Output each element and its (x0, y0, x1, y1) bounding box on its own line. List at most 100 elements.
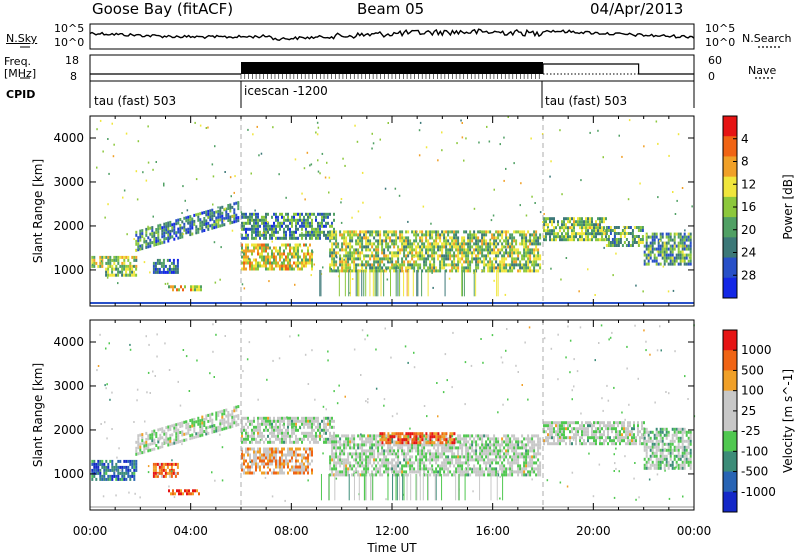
y-axis-label: Slant Range [km] (31, 159, 45, 263)
cpid-label: CPID (6, 88, 36, 101)
x-tick-label: 04:00 (173, 524, 208, 538)
colorbar-swatch (723, 176, 737, 198)
echo-region (241, 416, 335, 444)
colorbar-swatch (723, 451, 737, 473)
colorbar-tick-label: 4 (741, 132, 749, 146)
colorbar-tick-label: 100 (741, 384, 764, 398)
echo-region (543, 217, 607, 242)
colorbar-tick-label: -100 (741, 444, 768, 458)
date-title: 04/Apr/2013 (590, 0, 684, 18)
nave-tick-top: 60 (708, 54, 722, 67)
freq-tick-bottom: 8 (70, 70, 77, 83)
y-tick-label: 4000 (53, 335, 84, 349)
nsky-tick-top: 10^5 (54, 22, 85, 35)
colorbar-tick-label: 16 (741, 200, 756, 214)
echo-region (91, 459, 138, 481)
velocity-panel (89, 319, 696, 511)
y-tick-label: 3000 (53, 379, 84, 393)
colorbar-tick-label: 28 (741, 268, 756, 282)
colorbar-tick-label: 24 (741, 246, 756, 260)
colorbar-swatch (723, 156, 737, 178)
freq-trace (90, 62, 694, 79)
colorbar-swatch (723, 370, 737, 392)
axes-ticks: 1000 2000 3000 4000 Slant Range [km] 1000 2000… (31, 116, 711, 554)
echo-region (605, 226, 644, 247)
nsky-label: N.Sky (6, 32, 38, 45)
echo-region (168, 285, 202, 292)
colorbar-tick-label: 1000 (741, 343, 772, 357)
colorbar-swatch (723, 431, 737, 452)
echo-region (241, 447, 313, 475)
x-tick-label: 00:00 (73, 524, 108, 538)
colorbar-swatch (723, 350, 737, 371)
colorbar-tick-label: 8 (741, 155, 749, 169)
colorbar-tick-label: 12 (741, 177, 756, 191)
echo-region (168, 489, 200, 496)
colorbar-swatch (723, 410, 737, 432)
colorbar-swatch (723, 237, 737, 259)
noise-panel-frame (89, 23, 695, 50)
colorbar-swatch (723, 471, 737, 493)
echo-region (643, 427, 692, 470)
nsearch-tick-bottom: 10^0 (705, 36, 736, 49)
y-tick-label: 1000 (53, 263, 84, 277)
noise-trace (89, 28, 695, 42)
freq-panel-frame (89, 54, 695, 82)
echo-region (91, 255, 138, 268)
nsearch-tick-top: 10^5 (705, 22, 736, 35)
power-colorbar: 4 8 12 16 20 24 28 Power [dB] (722, 115, 795, 299)
colorbar-tick-label: 20 (741, 223, 756, 237)
echo-region (105, 267, 138, 277)
x-axis-label: Time UT (366, 541, 417, 554)
colorbar-swatch (723, 330, 737, 351)
x-tick-label: 20:00 (576, 524, 611, 538)
beam-title: Beam 05 (357, 0, 425, 18)
colorbar-tick-label: 25 (741, 404, 756, 418)
y-tick-label: 1000 (53, 467, 84, 481)
power-panel (89, 115, 695, 307)
cpid-segment-label: tau (fast) 503 (94, 94, 177, 108)
echo-region (241, 212, 335, 240)
colorbar-label: Velocity [m s^-1] (781, 369, 795, 473)
colorbar-swatch (723, 257, 737, 279)
x-tick-label: 12:00 (375, 524, 410, 538)
nsearch-label: N.Search (742, 32, 792, 45)
nave-tick-bottom: 0 (708, 70, 715, 83)
colorbar-swatch (723, 196, 737, 218)
x-tick-label: 00:00 (677, 524, 712, 538)
colorbar-swatch (723, 217, 737, 238)
freq-tick-top: 18 (65, 54, 79, 67)
colorbar-tick-label: 500 (741, 363, 764, 377)
colorbar-tick-label: -1000 (741, 485, 776, 499)
y-axis-label: Slant Range [km] (31, 363, 45, 467)
cpid-segment-label: icescan -1200 (244, 84, 328, 98)
nave-label: Nave (748, 64, 777, 77)
y-tick-label: 2000 (53, 423, 84, 437)
echo-region (241, 243, 313, 271)
echo-region (543, 421, 645, 446)
station-title: Goose Bay (fitACF) (92, 0, 234, 18)
y-tick-label: 4000 (53, 131, 84, 145)
y-tick-label: 3000 (53, 175, 84, 189)
colorbar-swatch (723, 136, 737, 157)
cpid-segment-label: tau (fast) 503 (545, 94, 628, 108)
freq-unit-label: [MHz] (4, 67, 37, 80)
colorbar-tick-label: -25 (741, 424, 761, 438)
nsky-tick-bottom: 10^0 (54, 36, 85, 49)
freq-label: Freq. (4, 55, 32, 68)
colorbar-swatch (723, 491, 737, 513)
colorbar-swatch (723, 116, 737, 137)
echo-region (152, 258, 179, 274)
echo-region (329, 434, 542, 477)
echo-region (643, 232, 692, 266)
x-tick-label: 16:00 (475, 524, 510, 538)
echo-region (135, 405, 240, 456)
echo-region (152, 462, 179, 478)
velocity-colorbar: 1000 500 100 25 -25 -100 -500 -1000 Velocity [m … (722, 329, 795, 513)
colorbar-label: Power [dB] (781, 174, 795, 239)
x-tick-label: 08:00 (274, 524, 309, 538)
colorbar-tick-label: -500 (741, 465, 768, 479)
colorbar-swatch (723, 390, 737, 412)
